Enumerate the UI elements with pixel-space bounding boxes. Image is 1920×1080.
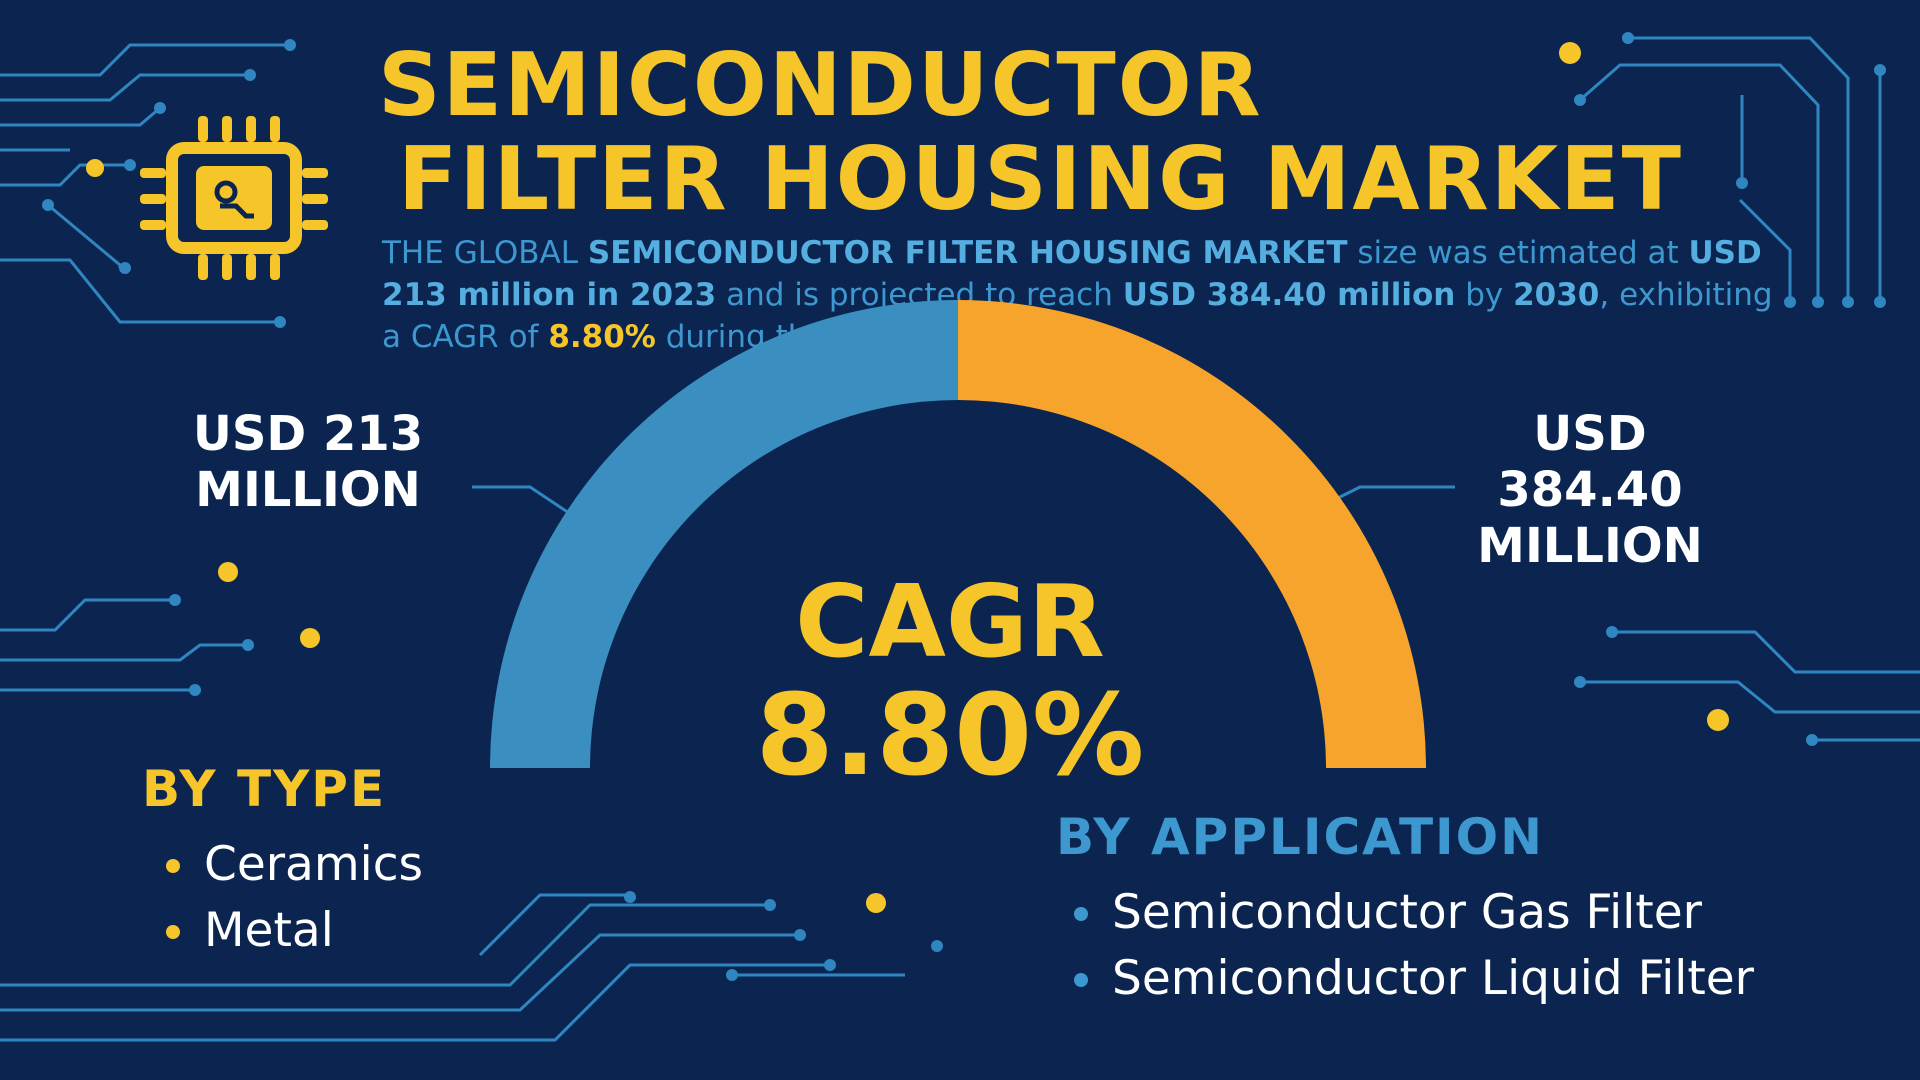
list-item: Metal bbox=[142, 898, 423, 964]
by-type-title: BY TYPE bbox=[142, 760, 387, 818]
bullet-dot-icon bbox=[166, 925, 180, 939]
page-title-line-1: SEMICONDUCTOR bbox=[378, 34, 1263, 136]
start-value-line: USD 213 bbox=[192, 406, 424, 462]
cagr-value: 8.80% bbox=[755, 671, 1145, 801]
intro-text: and is projected to reach bbox=[716, 277, 1123, 313]
by-type-list: Ceramics Metal bbox=[142, 832, 423, 964]
end-value-line: MILLION bbox=[1477, 518, 1703, 574]
list-item-label: Semiconductor Gas Filter bbox=[1112, 885, 1702, 940]
end-value: USD 384.40 MILLION bbox=[1440, 406, 1740, 574]
bullet-dot-icon bbox=[166, 859, 180, 873]
intro-paragraph: THE GLOBAL SEMICONDUCTOR FILTER HOUSING … bbox=[382, 232, 1782, 358]
list-item-label: Metal bbox=[204, 903, 334, 958]
intro-highlight: SEMICONDUCTOR FILTER HOUSING MARKET bbox=[587, 235, 1348, 271]
intro-text: size was etimated at bbox=[1347, 235, 1689, 271]
intro-highlight: 2030 bbox=[1513, 277, 1600, 313]
intro-text: during the forecast pefiod. bbox=[655, 319, 1079, 355]
by-application-title: BY APPLICATION bbox=[1056, 808, 1545, 866]
bullet-dot-icon bbox=[1074, 907, 1088, 921]
by-application-list: Semiconductor Gas Filter Semiconductor L… bbox=[1050, 880, 1754, 1012]
bullet-dot-icon bbox=[1074, 973, 1088, 987]
intro-highlight: USD 384.40 million bbox=[1122, 277, 1456, 313]
list-item: Ceramics bbox=[142, 832, 423, 898]
page-title-line-2: FILTER HOUSING MARKET bbox=[398, 128, 1683, 230]
end-value-line: 384.40 bbox=[1497, 462, 1683, 518]
list-item: Semiconductor Gas Filter bbox=[1050, 880, 1754, 946]
intro-text: THE GLOBAL bbox=[382, 235, 588, 271]
intro-text: by bbox=[1455, 277, 1514, 313]
end-value-line: USD bbox=[1533, 406, 1647, 462]
cagr-label: CAGR bbox=[795, 563, 1105, 680]
list-item-label: Semiconductor Liquid Filter bbox=[1112, 951, 1754, 1006]
intro-highlight: 8.80% bbox=[548, 319, 656, 355]
start-value: USD 213 MILLION bbox=[178, 406, 438, 518]
list-item-label: Ceramics bbox=[204, 837, 424, 892]
start-value-line: MILLION bbox=[195, 462, 421, 518]
list-item: Semiconductor Liquid Filter bbox=[1050, 946, 1754, 1012]
